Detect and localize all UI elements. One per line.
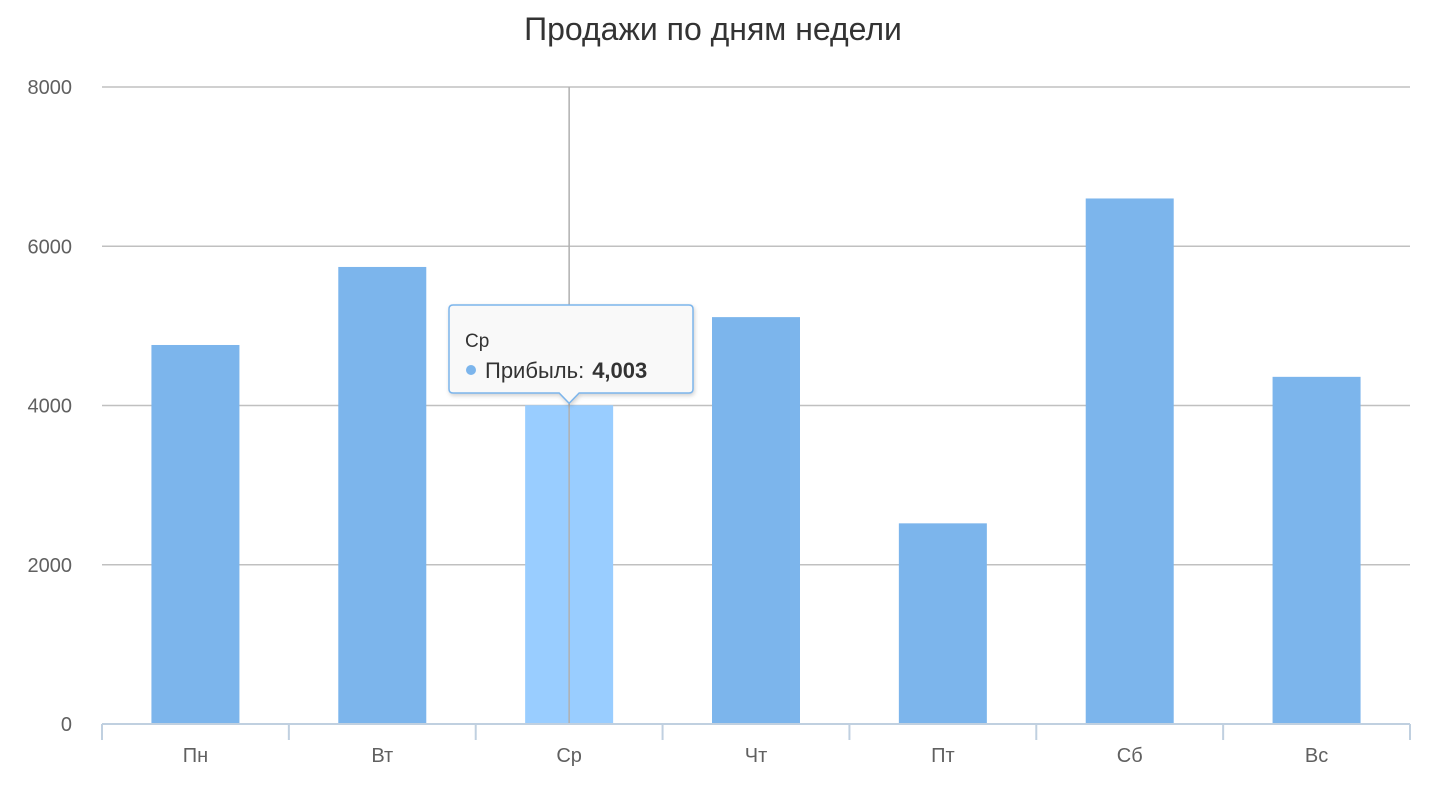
tooltip-separator: : bbox=[578, 358, 584, 383]
x-tick-label: Вс bbox=[1305, 745, 1328, 767]
x-axis: Пн Вт Ср Чт Пт Сб Вс bbox=[101, 723, 1411, 767]
bars-layer bbox=[151, 198, 1361, 725]
tooltip: Ср Прибыль: 4,003 bbox=[448, 304, 694, 405]
bar-1[interactable] bbox=[338, 266, 427, 724]
x-tick-label: Сб bbox=[1117, 745, 1143, 767]
bar-3[interactable] bbox=[712, 317, 800, 724]
x-tick-label: Чт bbox=[745, 745, 768, 767]
y-tick-label: 4000 bbox=[28, 396, 73, 418]
grid-layer: 0 2000 4000 6000 8000 bbox=[28, 77, 1410, 736]
x-tick-label: Пт bbox=[931, 745, 955, 767]
tooltip-line: Прибыль: 4,003 bbox=[485, 358, 647, 383]
tooltip-value: 4,003 bbox=[592, 358, 647, 383]
bar-6[interactable] bbox=[1272, 376, 1361, 724]
chart-title: Продажи по дням недели bbox=[524, 11, 902, 47]
x-tick-label: Пн bbox=[183, 745, 208, 767]
bar-5[interactable] bbox=[1085, 198, 1174, 725]
tooltip-series-name: Прибыль bbox=[485, 358, 578, 383]
y-tick-label: 0 bbox=[61, 714, 72, 736]
tooltip-series-dot-icon bbox=[466, 365, 476, 375]
tooltip-header: Ср bbox=[465, 331, 489, 352]
x-tick-label: Ср bbox=[556, 745, 582, 767]
y-tick-label: 2000 bbox=[28, 555, 73, 577]
x-tick-label: Вт bbox=[371, 745, 393, 767]
bar-0[interactable] bbox=[151, 344, 240, 724]
y-tick-label: 6000 bbox=[28, 236, 73, 258]
bar-4[interactable] bbox=[898, 523, 987, 724]
tooltip-box bbox=[448, 304, 694, 405]
y-tick-label: 8000 bbox=[28, 77, 73, 99]
